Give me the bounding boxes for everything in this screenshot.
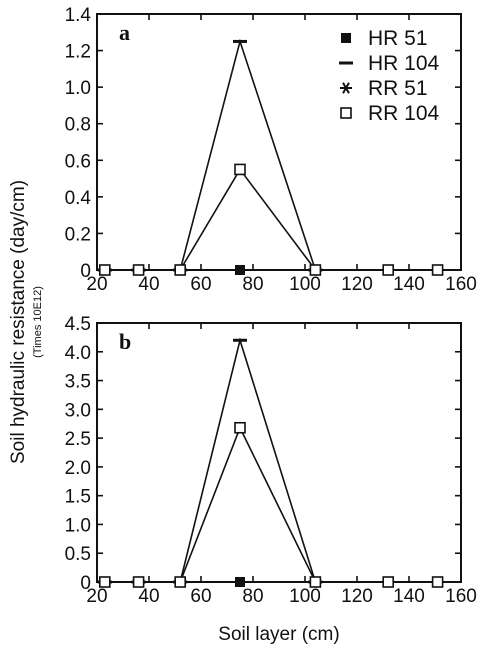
data-point-rr-104	[431, 264, 444, 276]
y-tick-label: 0.5	[65, 544, 91, 565]
y-tick-label: 1.0	[65, 78, 91, 99]
x-tick-label: 140	[393, 586, 425, 607]
y-tick-label: 4.5	[65, 314, 91, 335]
x-tick-label: 160	[445, 274, 477, 295]
legend-entry: HR 51	[368, 27, 428, 50]
legend-marker	[341, 33, 351, 43]
y-tick-label: 3.0	[65, 400, 91, 421]
x-tick-label: 40	[138, 274, 159, 295]
x-tick-label: 60	[190, 274, 211, 295]
x-tick-label: 120	[341, 274, 373, 295]
series-line-rr-104	[104, 167, 438, 271]
panel-label: b	[119, 329, 131, 354]
x-tick-label: 80	[242, 274, 263, 295]
data-point-hr-51	[235, 265, 245, 275]
data-point-rr-104	[431, 576, 444, 588]
data-point-rr-104	[309, 576, 322, 588]
data-point-rr-104	[382, 576, 395, 588]
series-line-rr-104	[104, 425, 438, 583]
legend-marker	[340, 82, 352, 94]
legend-entry: RR 104	[368, 102, 440, 125]
x-tick-label: 140	[393, 274, 425, 295]
x-tick-label: 60	[190, 586, 211, 607]
y-tick-label: 4.0	[65, 343, 91, 364]
plots: 0 0.2 0.4 0.6 0.8 1.0 1.2 1.4 20 40 60 80 100 120 140 1…	[65, 5, 477, 607]
legend-entry: RR 51	[368, 77, 428, 100]
y-tick-label: 0.6	[65, 151, 91, 172]
data-point-rr-104	[132, 576, 145, 588]
x-tick-label: 20	[86, 274, 107, 295]
y-tick-label: 0	[80, 573, 91, 594]
y-tick-label: 3.5	[65, 372, 91, 393]
data-point-rr-104	[234, 163, 246, 176]
x-tick-label: 120	[341, 586, 373, 607]
x-tick-label: 100	[289, 586, 321, 607]
y-tick-label: 2.5	[65, 429, 91, 450]
y-axis-label: Soil hydraulic resistance (day/cm)	[8, 180, 29, 464]
legend-marker	[340, 107, 352, 119]
data-point-rr-104	[99, 264, 111, 276]
y-tick-label: 2.0	[65, 458, 91, 479]
y-tick-label: 1.2	[65, 42, 91, 63]
x-tick-label: 80	[242, 586, 263, 607]
plot-frame	[96, 322, 462, 583]
x-tick-label: 160	[445, 586, 477, 607]
data-point-rr-104	[382, 264, 395, 276]
y-tick-label: 0	[80, 261, 91, 282]
x-tick-label: 40	[138, 586, 159, 607]
y-tick-label: 0.2	[65, 224, 91, 245]
data-point-rr-104	[309, 264, 322, 276]
asterisk-stroke	[342, 82, 350, 94]
data-point-rr-104	[99, 576, 111, 588]
data-point-rr-104	[174, 264, 186, 276]
chart-panel-a: 0 0.2 0.4 0.6 0.8 1.0 1.2 1.4 20 40 60 80 100 120 140 1…	[65, 5, 477, 295]
panel-label: a	[119, 20, 130, 45]
chart-panel-b: 0 0.5 1.0 1.5 2.0 2.5 3.0 3.5 4.0 4.5 20 40 60 80 100 1…	[65, 314, 477, 607]
y-tick-label: 0.4	[65, 188, 92, 209]
data-point-rr-104	[132, 264, 145, 276]
x-tick-label: 20	[86, 586, 107, 607]
legend-entry: HR 104	[368, 52, 440, 75]
y-axis-sublabel: (Times 10E12)	[32, 286, 44, 358]
data-point-rr-104	[234, 421, 246, 434]
data-point-hr-51	[235, 577, 245, 587]
series-line-hr-104	[104, 38, 317, 271]
x-axis-label: Soil layer (cm)	[218, 624, 339, 645]
y-tick-label: 1.0	[65, 515, 91, 536]
y-tick-label: 1.4	[65, 5, 92, 26]
x-tick-label: 100	[289, 274, 321, 295]
y-tick-label: 1.5	[65, 487, 91, 508]
y-tick-label: 0.8	[65, 115, 91, 136]
plot-frame	[96, 13, 462, 271]
data-point-rr-104	[174, 576, 186, 588]
series-line-hr-104	[104, 337, 317, 583]
